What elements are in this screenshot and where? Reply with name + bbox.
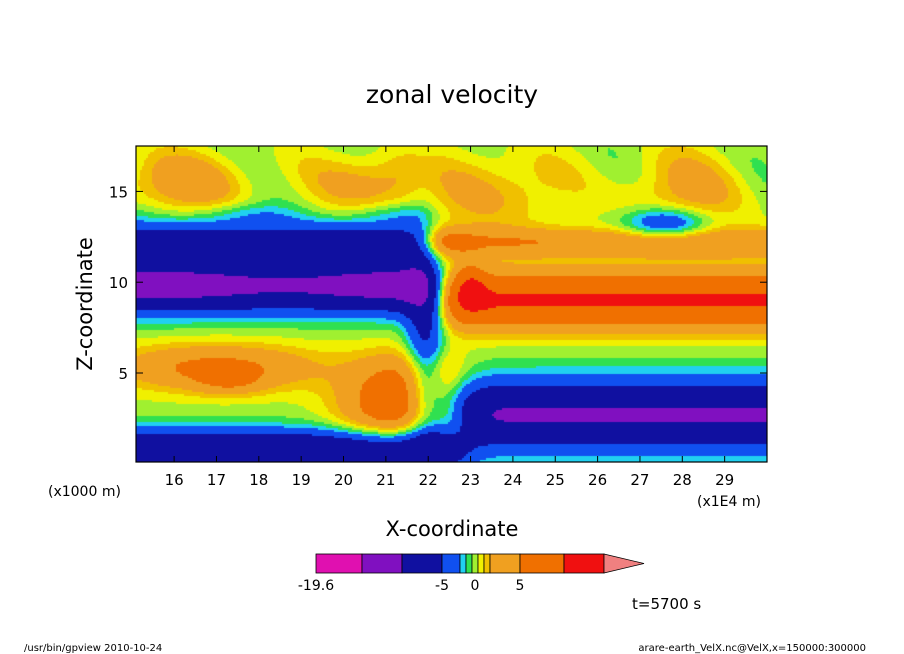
x-unit-label: (x1E4 m) <box>697 494 761 510</box>
contour-raster <box>136 146 767 462</box>
footer-right: arare-earth_VelX.nc@VelX,x=150000:300000 <box>638 643 866 654</box>
colorbar <box>315 553 645 574</box>
colorbar-swatch <box>361 553 403 574</box>
time-label: t=5700 s <box>632 595 701 613</box>
y-tick-label: 5 <box>118 365 128 383</box>
colorbar-swatch <box>563 553 605 574</box>
colorbar-label: -5 <box>435 578 449 594</box>
x-tick-label: 17 <box>207 471 226 489</box>
x-axis-label: X-coordinate <box>386 517 519 541</box>
x-tick-label: 16 <box>165 471 184 489</box>
colorbar-swatch <box>315 553 363 574</box>
y-tick-label: 15 <box>109 183 128 201</box>
colorbar-swatch <box>441 553 461 574</box>
colorbar-labels: -19.6 -5 0 5 <box>298 578 525 594</box>
x-tick-label: 20 <box>334 471 353 489</box>
colorbar-label: -19.6 <box>298 578 334 594</box>
plot-frame <box>135 145 768 463</box>
colorbar-swatch <box>459 553 467 574</box>
colorbar-extension <box>603 553 645 574</box>
colorbar-swatch <box>401 553 443 574</box>
x-ticks: 16 17 18 19 20 21 22 23 24 25 26 27 28 29 <box>165 146 734 489</box>
colorbar-swatch <box>465 553 473 574</box>
colorbar-swatch <box>519 553 565 574</box>
colorbar-swatch <box>489 553 521 574</box>
colorbar-swatch <box>483 553 491 574</box>
x-tick-label: 19 <box>292 471 311 489</box>
y-ticks: 5 10 15 <box>109 183 767 383</box>
colorbar-label: 5 <box>516 578 525 594</box>
contour-field <box>136 146 767 462</box>
x-tick-label: 28 <box>673 471 692 489</box>
y-axis-label: Z-coordinate <box>73 237 97 371</box>
footer-left: /usr/bin/gpview 2010-10-24 <box>24 643 162 654</box>
colorbar-label: 0 <box>471 578 480 594</box>
chart-title: zonal velocity <box>366 80 538 109</box>
x-tick-label: 18 <box>249 471 268 489</box>
x-tick-label: 24 <box>503 471 522 489</box>
x-tick-label: 25 <box>546 471 565 489</box>
y-unit-label: (x1000 m) <box>48 484 121 500</box>
y-tick-label: 10 <box>109 274 128 292</box>
x-tick-label: 29 <box>715 471 734 489</box>
colorbar-swatch <box>477 553 485 574</box>
x-tick-label: 22 <box>419 471 438 489</box>
x-tick-label: 23 <box>461 471 480 489</box>
colorbar-swatch <box>471 553 479 574</box>
x-tick-label: 26 <box>588 471 607 489</box>
x-tick-label: 27 <box>630 471 649 489</box>
x-tick-label: 21 <box>376 471 395 489</box>
